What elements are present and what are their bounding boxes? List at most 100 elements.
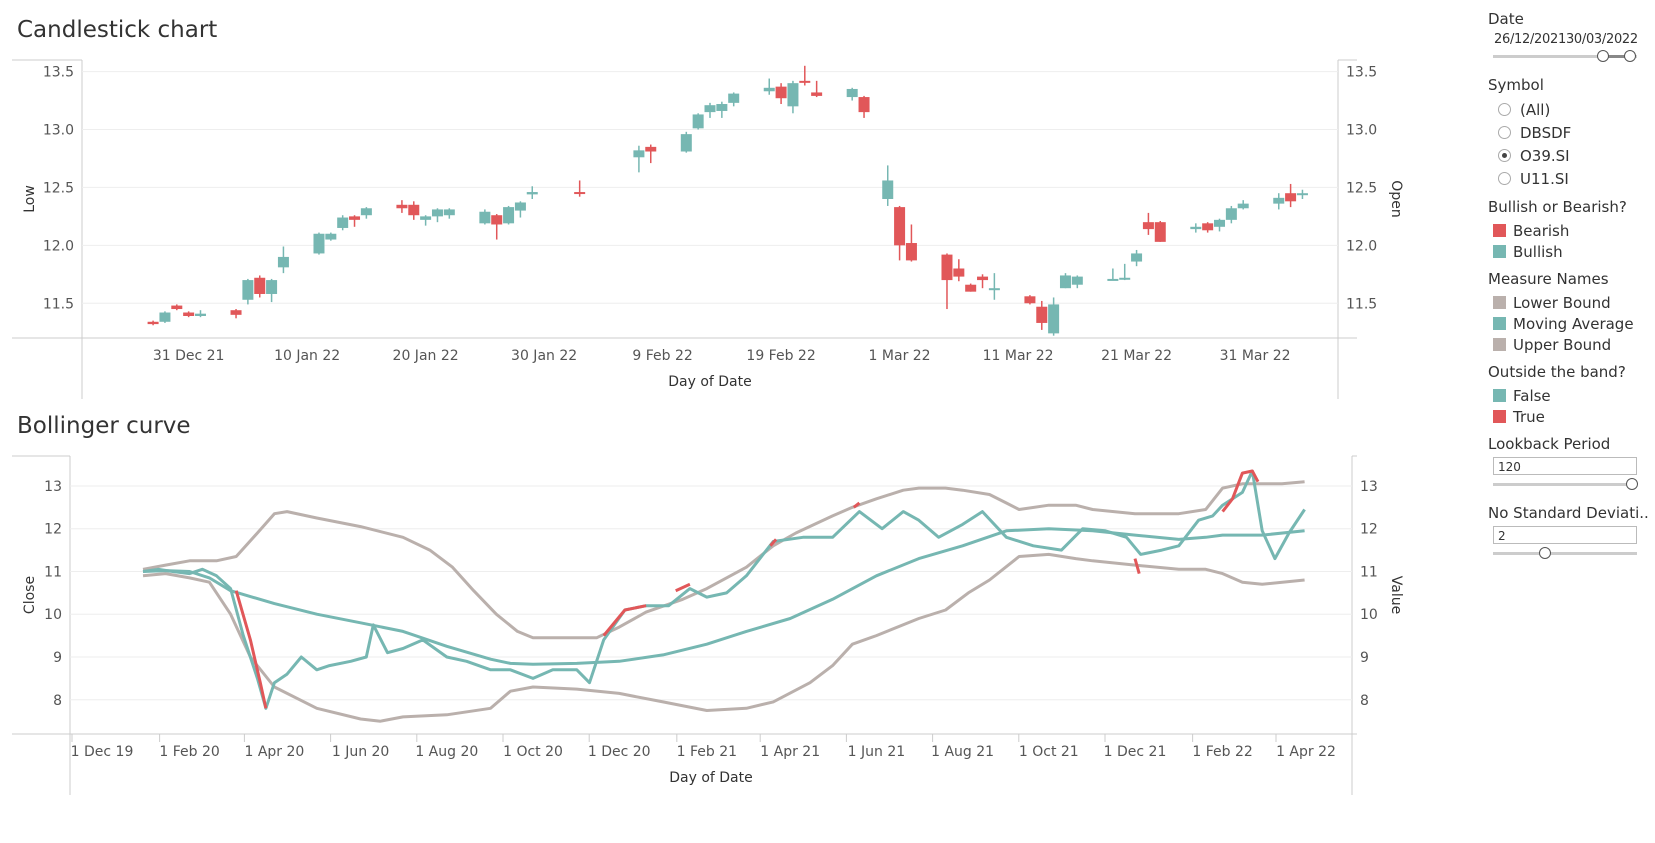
x-tick-label: 21 Mar 22 xyxy=(1101,348,1172,364)
date-slider-end-handle[interactable] xyxy=(1624,50,1636,62)
x-tick-label: 1 Mar 22 xyxy=(869,348,931,364)
legend-item-false[interactable]: False xyxy=(1488,385,1648,406)
lookback-slider-handle[interactable] xyxy=(1626,478,1638,490)
legend-item-lower-bound[interactable]: Lower Bound xyxy=(1488,292,1648,313)
bearish-swatch xyxy=(1493,224,1506,237)
bullish-candle xyxy=(988,288,1000,291)
radio-icon xyxy=(1498,103,1511,116)
symbol-option-all[interactable]: (All) xyxy=(1488,98,1648,121)
date-filter-label: Date xyxy=(1488,10,1524,28)
candlestick-chart[interactable]: 11.5 11.5 12.0 12.0 12.5 12.5 13.0 13.0 13.5 13.5… xyxy=(0,56,1482,401)
bearish-candle xyxy=(1142,222,1154,230)
outside-band-segment xyxy=(1221,469,1260,513)
bearish-candle xyxy=(230,310,242,315)
lower-bound-swatch xyxy=(1493,296,1506,309)
stddev-slider[interactable] xyxy=(1493,547,1637,559)
true-swatch xyxy=(1493,410,1506,423)
x-tick-label: 1 Dec 21 xyxy=(1104,744,1167,760)
bullish-candle xyxy=(159,312,171,322)
bearish-candle xyxy=(491,215,503,225)
bullish-candle xyxy=(1048,304,1060,334)
bearish-candle xyxy=(775,86,787,99)
y-tick-label-right: 12.0 xyxy=(1346,238,1377,254)
y-axis-title-right: Value xyxy=(1388,576,1404,614)
bullish-candle xyxy=(1071,276,1083,285)
x-tick-label: 1 Apr 20 xyxy=(244,744,304,760)
legend-label: Bullish xyxy=(1513,242,1563,261)
date-slider-range xyxy=(1603,55,1631,58)
bullish-candle xyxy=(846,88,858,98)
legend-item-bullish[interactable]: Bullish xyxy=(1488,241,1648,262)
lookback-slider[interactable] xyxy=(1493,478,1638,490)
band-legend-title: Outside the band? xyxy=(1488,363,1626,381)
bullish-candle xyxy=(526,192,538,195)
x-tick-label: 9 Feb 22 xyxy=(632,348,692,364)
lookback-label: Lookback Period xyxy=(1488,435,1611,453)
legend-item-upper-bound[interactable]: Upper Bound xyxy=(1488,334,1648,355)
bullish-candle xyxy=(1225,208,1237,220)
symbol-option-label: (All) xyxy=(1520,100,1551,119)
measure-legend-title: Measure Names xyxy=(1488,270,1609,288)
x-tick-label: 20 Jan 22 xyxy=(393,348,459,364)
candlestick-title: Candlestick chart xyxy=(17,17,218,43)
outside-band-segment xyxy=(675,582,691,593)
symbol-filter-label: Symbol xyxy=(1488,76,1544,94)
legend-item-bearish[interactable]: Bearish xyxy=(1488,220,1648,241)
stddev-input[interactable]: 2 xyxy=(1493,526,1637,544)
symbol-option-o39si[interactable]: O39.SI xyxy=(1488,144,1648,167)
y-axis-title-left: Close xyxy=(22,576,38,614)
symbol-option-u11si[interactable]: U11.SI xyxy=(1488,167,1648,190)
y-tick-label-right: 12 xyxy=(1360,522,1378,538)
bullish-candle xyxy=(692,114,704,129)
legend-item-true[interactable]: True xyxy=(1488,406,1648,427)
x-tick-label: 19 Feb 22 xyxy=(746,348,815,364)
y-tick-label-left: 13 xyxy=(44,479,62,495)
symbol-option-label: O39.SI xyxy=(1520,146,1570,165)
legend-label: Upper Bound xyxy=(1513,335,1612,354)
y-tick-label-right: 12.5 xyxy=(1346,180,1377,196)
bullish-candle xyxy=(266,280,278,294)
bullish-candle xyxy=(443,209,455,216)
bearish-candle xyxy=(1202,223,1214,231)
bearish-candle xyxy=(941,254,953,281)
bullish-candle xyxy=(680,134,692,152)
y-tick-label-right: 11.5 xyxy=(1346,296,1377,312)
x-tick-label: 1 Jun 20 xyxy=(332,744,390,760)
symbol-option-dbsdf[interactable]: DBSDF xyxy=(1488,121,1648,144)
y-tick-label-right: 9 xyxy=(1360,650,1369,666)
x-tick-label: 1 Feb 21 xyxy=(677,744,737,760)
bullish-candle xyxy=(704,105,716,113)
radio-selected-icon xyxy=(1498,149,1511,162)
date-start-value: 26/12/2021 xyxy=(1494,32,1566,47)
y-axis-title-right: Open xyxy=(1388,180,1404,217)
bearish-candle xyxy=(1024,296,1036,304)
bollinger-chart[interactable]: 8 8 9 9 10 10 11 11 12 12 13 13 1 Dec 19 1 Feb 20 1 Ap… xyxy=(0,452,1482,797)
date-slider-start-handle[interactable] xyxy=(1597,50,1609,62)
stddev-slider-handle[interactable] xyxy=(1539,547,1551,559)
y-tick-label-right: 13.5 xyxy=(1346,65,1377,81)
y-tick-label-left: 10 xyxy=(44,607,62,623)
x-tick-label: 1 Oct 21 xyxy=(1019,744,1079,760)
date-range-slider[interactable] xyxy=(1493,50,1637,62)
lookback-input[interactable]: 120 xyxy=(1493,457,1637,475)
bullish-candle xyxy=(1273,197,1285,204)
x-tick-label: 1 Oct 20 xyxy=(503,744,563,760)
lookback-slider-track xyxy=(1493,483,1637,486)
y-tick-label-left: 12.0 xyxy=(43,238,74,254)
x-tick-label: 1 Apr 22 xyxy=(1276,744,1336,760)
legend-item-moving-average[interactable]: Moving Average xyxy=(1488,313,1648,334)
symbol-filter: Symbol (All) DBSDF O39.SI U11.SI xyxy=(1488,76,1648,190)
x-tick-label: 1 Aug 21 xyxy=(931,744,994,760)
upper-bound-swatch xyxy=(1493,338,1506,351)
legend-label: Bearish xyxy=(1513,221,1570,240)
x-tick-label: 1 Apr 21 xyxy=(760,744,820,760)
bullish-candle xyxy=(716,104,728,111)
x-tick-label: 1 Dec 19 xyxy=(71,744,134,760)
radio-icon xyxy=(1498,126,1511,139)
x-tick-label: 1 Jun 21 xyxy=(848,744,906,760)
y-tick-label-left: 8 xyxy=(53,693,62,709)
outside-band-segment xyxy=(602,604,647,637)
moving-average-line xyxy=(142,527,1305,666)
bearish-candle xyxy=(977,276,989,281)
y-tick-label-left: 11.5 xyxy=(43,296,74,312)
